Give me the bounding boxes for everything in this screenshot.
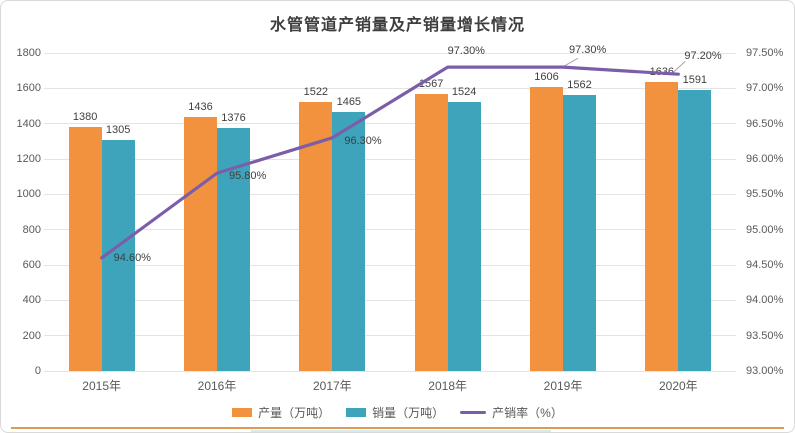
- bar-production-5: [645, 81, 679, 371]
- bar-production-2: [299, 102, 333, 371]
- sales-swatch-icon: [346, 408, 367, 417]
- legend-item-production: 产量（万吨）: [232, 404, 330, 421]
- gridline: [44, 370, 736, 372]
- bar-value-label-sales: 1376: [221, 111, 246, 124]
- bar-production-4: [530, 87, 563, 371]
- y-axis-tick-right: 93.00%: [746, 365, 784, 377]
- bar-value-label-sales: 1465: [336, 96, 362, 109]
- bar-production-1: [184, 117, 217, 371]
- label-leader-line: [563, 57, 579, 67]
- legend-item-sales: 销量（万吨）: [346, 404, 444, 421]
- x-axis-label: 2018年: [428, 379, 467, 393]
- gridline: [44, 299, 736, 301]
- bar-value-label-sales: 1305: [105, 124, 131, 137]
- bar-value-label-sales: 1591: [682, 73, 708, 86]
- rate-point-label: 97.20%: [684, 50, 722, 63]
- chart-title: 水管管道产销量及产销量增长情况: [269, 17, 525, 34]
- rate-point-label: 97.30%: [569, 44, 607, 57]
- bar-sales-2: [332, 112, 366, 371]
- bar-production-3: [414, 94, 448, 371]
- x-axis-label: 2017年: [312, 379, 352, 393]
- gridline: [44, 335, 736, 337]
- y-axis-tick-right: 94.50%: [746, 259, 784, 271]
- rate-point-label: 94.60%: [113, 251, 151, 264]
- bar-sales-1: [217, 127, 250, 371]
- legend: 产量（万吨） 销量（万吨） 产销率（%）: [1, 404, 794, 421]
- y-axis-tick-left: 1800: [16, 47, 41, 59]
- y-axis-tick-left: 1400: [16, 117, 41, 130]
- y-axis-tick-left: 800: [22, 223, 41, 236]
- rate-point-label: 95.80%: [229, 170, 267, 183]
- y-axis-tick-left: 200: [22, 329, 41, 342]
- gridline: [44, 52, 736, 54]
- legend-label-sales: 销量（万吨）: [372, 406, 445, 420]
- bar-sales-3: [447, 101, 481, 371]
- y-axis-tick-right: 96.00%: [746, 153, 784, 165]
- y-axis-tick-right: 95.50%: [746, 188, 784, 201]
- bar-sales-5: [678, 89, 712, 371]
- bottom-divider: [11, 427, 784, 429]
- production-swatch-icon: [232, 408, 253, 417]
- y-axis-tick-left: 1000: [16, 188, 41, 201]
- y-axis-tick-right: 93.50%: [746, 329, 784, 342]
- bar-value-label-sales: 1524: [451, 85, 477, 98]
- gridline: [44, 87, 736, 89]
- y-axis-tick-right: 97.50%: [746, 47, 784, 59]
- y-axis-tick-right: 94.00%: [746, 294, 784, 307]
- legend-label-rate: 产销率（%）: [492, 406, 563, 420]
- y-axis-tick-right: 97.00%: [746, 82, 784, 95]
- y-axis-tick-left: 600: [22, 259, 41, 271]
- rate-line-swatch-icon: [460, 411, 487, 414]
- x-axis-label: 2020年: [658, 379, 698, 393]
- y-axis-tick-left: 1600: [16, 82, 41, 95]
- y-axis-tick-left: 0: [34, 365, 41, 377]
- x-axis-label: 2015年: [82, 379, 121, 393]
- bar-production-0: [68, 127, 102, 371]
- rate-point-label: 96.30%: [344, 134, 382, 147]
- bottom-accent: [251, 430, 551, 432]
- legend-item-rate: 产销率（%）: [460, 404, 563, 421]
- y-axis-tick-right: 95.00%: [746, 223, 784, 236]
- bar-value-label-production: 1380: [72, 111, 98, 124]
- legend-label-production: 产量（万吨）: [258, 406, 331, 420]
- gridline: [44, 229, 736, 231]
- x-axis-label: 2016年: [197, 379, 237, 393]
- y-axis-tick-left: 400: [22, 294, 41, 307]
- rate-point-label: 97.30%: [447, 45, 485, 58]
- bar-sales-4: [563, 95, 596, 371]
- y-axis-tick-right: 96.50%: [746, 117, 784, 130]
- gridline: [44, 193, 736, 195]
- y-axis-tick-left: 1200: [16, 153, 41, 165]
- bar-value-label-sales: 1562: [567, 79, 592, 92]
- gridline: [44, 264, 736, 266]
- gridline: [44, 158, 736, 160]
- x-axis-label: 2019年: [543, 379, 583, 393]
